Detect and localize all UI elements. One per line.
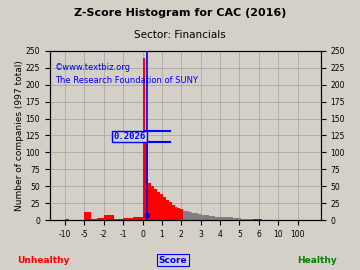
Bar [175, 207, 177, 220]
Bar [247, 219, 250, 220]
Bar [259, 219, 260, 220]
Text: Sector: Financials: Sector: Financials [134, 30, 226, 40]
Bar [195, 213, 198, 220]
Bar [113, 219, 123, 220]
Bar [238, 218, 241, 220]
Text: Healthy: Healthy [297, 256, 337, 265]
Bar [201, 215, 204, 220]
Bar [123, 218, 133, 220]
Bar [260, 219, 261, 220]
Bar [180, 209, 183, 220]
Bar [198, 214, 201, 220]
Bar [154, 189, 157, 220]
Bar [253, 219, 256, 220]
Bar [215, 217, 218, 220]
Bar [183, 211, 186, 220]
Bar [233, 218, 235, 220]
Bar [261, 219, 262, 220]
Bar [221, 217, 224, 220]
Bar [85, 212, 91, 220]
Text: Score: Score [158, 256, 187, 265]
Bar [218, 217, 221, 220]
Bar [65, 219, 69, 220]
Text: The Research Foundation of SUNY: The Research Foundation of SUNY [55, 76, 198, 85]
Bar [189, 212, 192, 220]
Bar [250, 219, 253, 220]
Bar [230, 217, 233, 220]
Bar [98, 218, 104, 220]
Bar [163, 197, 166, 220]
Bar [224, 217, 227, 220]
Text: ©www.textbiz.org: ©www.textbiz.org [55, 63, 131, 72]
Text: 0.2026: 0.2026 [113, 132, 145, 141]
Bar [148, 183, 151, 220]
Bar [210, 216, 212, 220]
Bar [151, 186, 154, 220]
Bar [169, 202, 172, 220]
Bar [166, 200, 169, 220]
Bar [256, 219, 259, 220]
Bar [145, 132, 148, 220]
Bar [91, 219, 98, 220]
Bar [177, 208, 180, 220]
Bar [172, 204, 175, 220]
Text: Z-Score Histogram for CAC (2016): Z-Score Histogram for CAC (2016) [74, 8, 286, 18]
Bar [241, 219, 244, 220]
Bar [160, 194, 163, 220]
Bar [192, 213, 195, 220]
Bar [207, 215, 210, 220]
Bar [204, 215, 207, 220]
Bar [244, 219, 247, 220]
Bar [143, 58, 145, 220]
Bar [133, 217, 143, 220]
Text: Unhealthy: Unhealthy [17, 256, 69, 265]
Bar [157, 192, 160, 220]
Y-axis label: Number of companies (997 total): Number of companies (997 total) [15, 60, 24, 211]
Bar [212, 216, 215, 220]
Bar [186, 211, 189, 220]
Bar [235, 218, 238, 220]
Bar [104, 215, 113, 220]
Bar [227, 217, 230, 220]
